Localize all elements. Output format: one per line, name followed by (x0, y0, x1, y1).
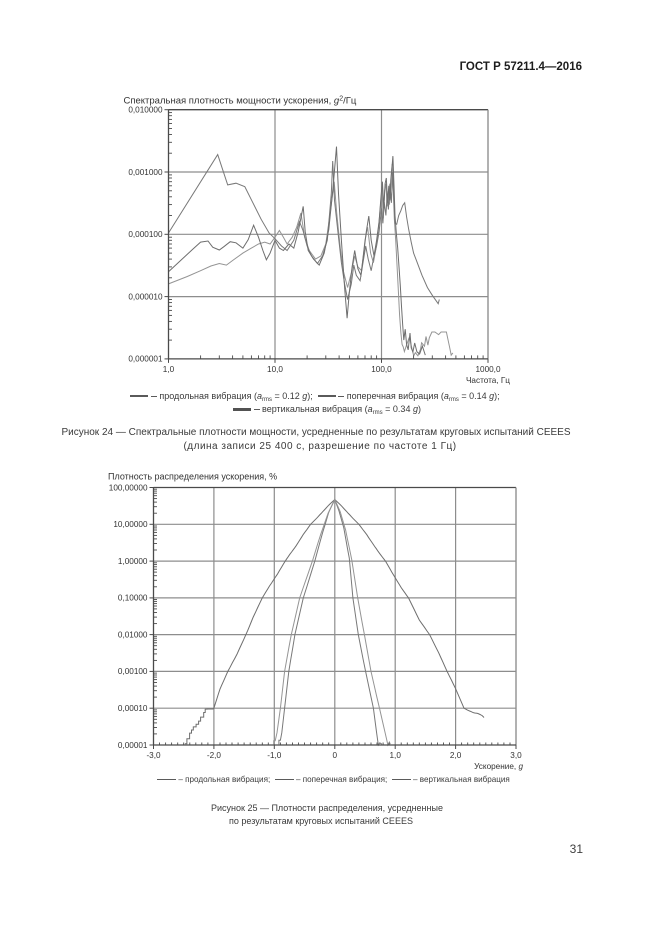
svg-text:0,000001: 0,000001 (128, 355, 163, 364)
svg-text:Плотность распределения ускоре: Плотность распределения ускорения, % (108, 472, 277, 482)
svg-text:10,0: 10,0 (267, 365, 283, 374)
svg-text:0,000010: 0,000010 (128, 292, 163, 301)
svg-text:0,00001: 0,00001 (118, 741, 148, 750)
svg-text:2,0: 2,0 (450, 751, 462, 760)
svg-text:-2,0: -2,0 (207, 751, 222, 760)
svg-text:1,0: 1,0 (163, 365, 175, 374)
svg-text:0: 0 (333, 751, 338, 760)
svg-text:0,10000: 0,10000 (118, 594, 148, 603)
svg-text:100,0: 100,0 (371, 365, 392, 374)
svg-text:Частота, Гц: Частота, Гц (466, 376, 510, 385)
svg-text:100,00000: 100,00000 (109, 483, 148, 492)
svg-text:Ускорение, g: Ускорение, g (474, 762, 523, 771)
svg-text:0,010000: 0,010000 (128, 106, 163, 115)
svg-text:1,00000: 1,00000 (118, 557, 148, 566)
svg-text:0,001000: 0,001000 (128, 168, 163, 177)
svg-text:0,00100: 0,00100 (118, 667, 148, 676)
svg-text:0,00010: 0,00010 (118, 704, 148, 713)
svg-text:3,0: 3,0 (510, 751, 522, 760)
svg-text:0,01000: 0,01000 (118, 630, 148, 639)
svg-text:1000,0: 1000,0 (475, 365, 500, 374)
svg-text:1,0: 1,0 (390, 751, 402, 760)
svg-text:0,000100: 0,000100 (128, 230, 163, 239)
svg-text:Спектральная плотность мощност: Спектральная плотность мощности ускорени… (124, 96, 357, 107)
svg-text:10,00000: 10,00000 (113, 520, 148, 529)
svg-text:-1,0: -1,0 (267, 751, 282, 760)
svg-text:-3,0: -3,0 (146, 751, 161, 760)
